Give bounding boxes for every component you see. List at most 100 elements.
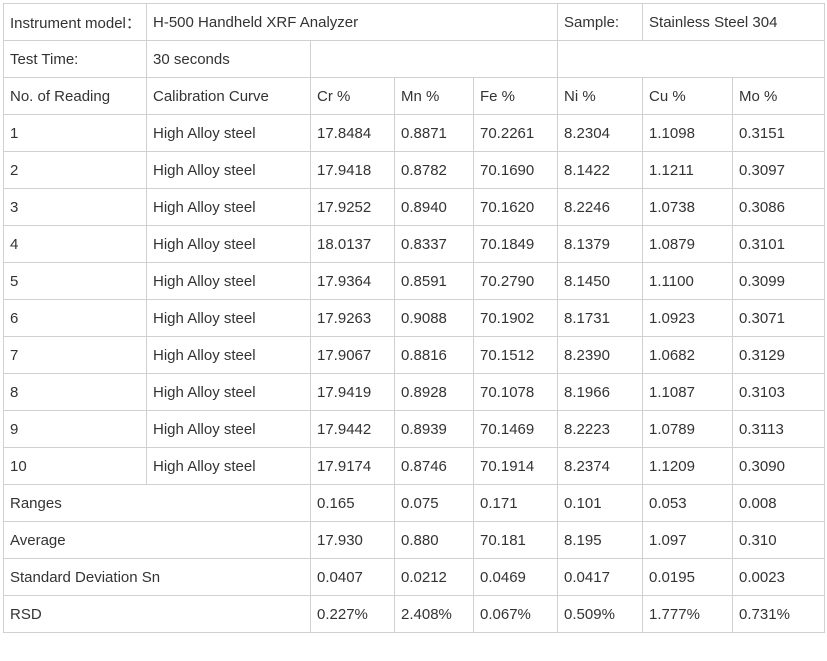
- summary-value: 0.165: [310, 484, 395, 522]
- table-cell: 17.9418: [310, 151, 395, 189]
- table-cell: 0.8782: [394, 151, 474, 189]
- table-cell: 70.1512: [472, 336, 559, 374]
- summary-row: Standard Deviation Sn 0.0407 0.0212 0.0469 0…: [3, 558, 826, 596]
- table-cell: 0.9088: [394, 299, 474, 337]
- table-cell: 0.8591: [394, 262, 474, 300]
- instrument-value: H-500 Handheld XRF Analyzer: [145, 3, 559, 41]
- summary-label: RSD: [3, 595, 311, 633]
- table-cell: 1: [3, 114, 147, 152]
- summary-row: RSD 0.227% 2.408% 0.067% 0.509% 1.777% 0.731%: [3, 595, 826, 633]
- summary-value: 0.008: [732, 484, 826, 522]
- table-cell: 6: [3, 299, 147, 337]
- table-cell: 1.0879: [642, 225, 734, 263]
- table-cell: 8: [3, 373, 147, 411]
- reading-row: 4 High Alloy steel 18.0137 0.8337 70.1849 8.1…: [3, 225, 826, 263]
- table-cell: 1.1098: [642, 114, 734, 152]
- table-cell: High Alloy steel: [146, 225, 311, 263]
- table-cell: High Alloy steel: [146, 336, 311, 374]
- table-cell: 8.2374: [557, 447, 644, 485]
- reading-row: 9 High Alloy steel 17.9442 0.8939 70.1469 8.2…: [3, 410, 826, 448]
- table-cell: 0.8871: [394, 114, 474, 152]
- table-cell: 1.1211: [642, 151, 734, 189]
- empty-cell: [557, 40, 826, 78]
- table-cell: 1.0789: [642, 410, 734, 448]
- table-cell: 0.3090: [732, 447, 826, 485]
- column-header: Calibration Curve: [146, 77, 311, 115]
- summary-row: Average 17.930 0.880 70.181 8.195 1.097 0.310: [3, 521, 826, 559]
- summary-label: Average: [3, 521, 311, 559]
- table-cell: High Alloy steel: [146, 299, 311, 337]
- table-cell: High Alloy steel: [146, 188, 311, 226]
- table-cell: 0.3129: [732, 336, 826, 374]
- reading-row: 10 High Alloy steel 17.9174 0.8746 70.1914 8.…: [3, 447, 826, 485]
- summary-row: Ranges 0.165 0.075 0.171 0.101 0.053 0.008: [3, 484, 826, 522]
- table-cell: 70.1849: [472, 225, 559, 263]
- table-cell: 0.8746: [394, 447, 474, 485]
- table-cell: 7: [3, 336, 147, 374]
- table-cell: 17.9442: [310, 410, 395, 448]
- table-cell: 1.1209: [642, 447, 734, 485]
- summary-value: 0.0407: [310, 558, 395, 596]
- table-cell: 70.1620: [472, 188, 559, 226]
- summary-label: Ranges: [3, 484, 311, 522]
- table-cell: 0.3071: [732, 299, 826, 337]
- summary-value: 0.101: [557, 484, 644, 522]
- table-cell: 0.3099: [732, 262, 826, 300]
- summary-value: 0.075: [394, 484, 474, 522]
- summary-value: 0.053: [642, 484, 734, 522]
- summary-value: 0.509%: [557, 595, 644, 633]
- table-cell: 8.1966: [557, 373, 644, 411]
- table-cell: 70.2261: [472, 114, 559, 152]
- column-header: Cr %: [310, 77, 395, 115]
- summary-value: 0.0023: [732, 558, 826, 596]
- table-cell: 0.8928: [394, 373, 474, 411]
- table-cell: 0.8939: [394, 410, 474, 448]
- instrument-label: Instrument model：: [3, 3, 147, 41]
- reading-row: 8 High Alloy steel 17.9419 0.8928 70.1078 8.1…: [3, 373, 826, 411]
- column-header: Fe %: [472, 77, 559, 115]
- table-cell: 1.1087: [642, 373, 734, 411]
- xrf-results-table: Instrument model： H-500 Handheld XRF Ana…: [3, 3, 826, 633]
- summary-value: 0.310: [732, 521, 826, 559]
- reading-row: 2 High Alloy steel 17.9418 0.8782 70.1690 8.1…: [3, 151, 826, 189]
- summary-value: 2.408%: [394, 595, 474, 633]
- table-cell: 8.1422: [557, 151, 644, 189]
- summary-value: 70.181: [472, 521, 559, 559]
- table-cell: 1.0923: [642, 299, 734, 337]
- test-time-row: Test Time: 30 seconds: [3, 40, 826, 78]
- column-header: Mo %: [732, 77, 826, 115]
- table-cell: High Alloy steel: [146, 262, 311, 300]
- table-cell: 0.3097: [732, 151, 826, 189]
- summary-value: 1.097: [642, 521, 734, 559]
- column-header: Ni %: [557, 77, 644, 115]
- reading-row: 1 High Alloy steel 17.8484 0.8871 70.2261 8.2…: [3, 114, 826, 152]
- table-cell: 70.1078: [472, 373, 559, 411]
- table-cell: 70.1914: [472, 447, 559, 485]
- test-time-value: 30 seconds: [146, 40, 311, 78]
- table-cell: 8.1731: [557, 299, 644, 337]
- table-cell: 1.1100: [642, 262, 734, 300]
- sample-value: Stainless Steel 304: [642, 3, 826, 41]
- table-cell: 70.1902: [472, 299, 559, 337]
- table-cell: 8.1450: [557, 262, 644, 300]
- table-cell: 17.8484: [310, 114, 395, 152]
- reading-row: 6 High Alloy steel 17.9263 0.9088 70.1902 8.1…: [3, 299, 826, 337]
- summary-value: 0.0417: [557, 558, 644, 596]
- summary-value: 0.0195: [642, 558, 734, 596]
- table-cell: 4: [3, 225, 147, 263]
- table-cell: 17.9174: [310, 447, 395, 485]
- summary-label: Standard Deviation Sn: [3, 558, 311, 596]
- table-cell: 8.2390: [557, 336, 644, 374]
- table-cell: 0.8337: [394, 225, 474, 263]
- table-cell: 0.8816: [394, 336, 474, 374]
- table-cell: 17.9364: [310, 262, 395, 300]
- table-cell: 0.3101: [732, 225, 826, 263]
- table-cell: 8.2304: [557, 114, 644, 152]
- sample-label: Sample:: [557, 3, 644, 41]
- table-cell: 70.2790: [472, 262, 559, 300]
- summary-value: 0.0212: [394, 558, 474, 596]
- table-cell: 8.1379: [557, 225, 644, 263]
- table-cell: 8.2246: [557, 188, 644, 226]
- summary-value: 1.777%: [642, 595, 734, 633]
- instrument-row: Instrument model： H-500 Handheld XRF Ana…: [3, 3, 826, 41]
